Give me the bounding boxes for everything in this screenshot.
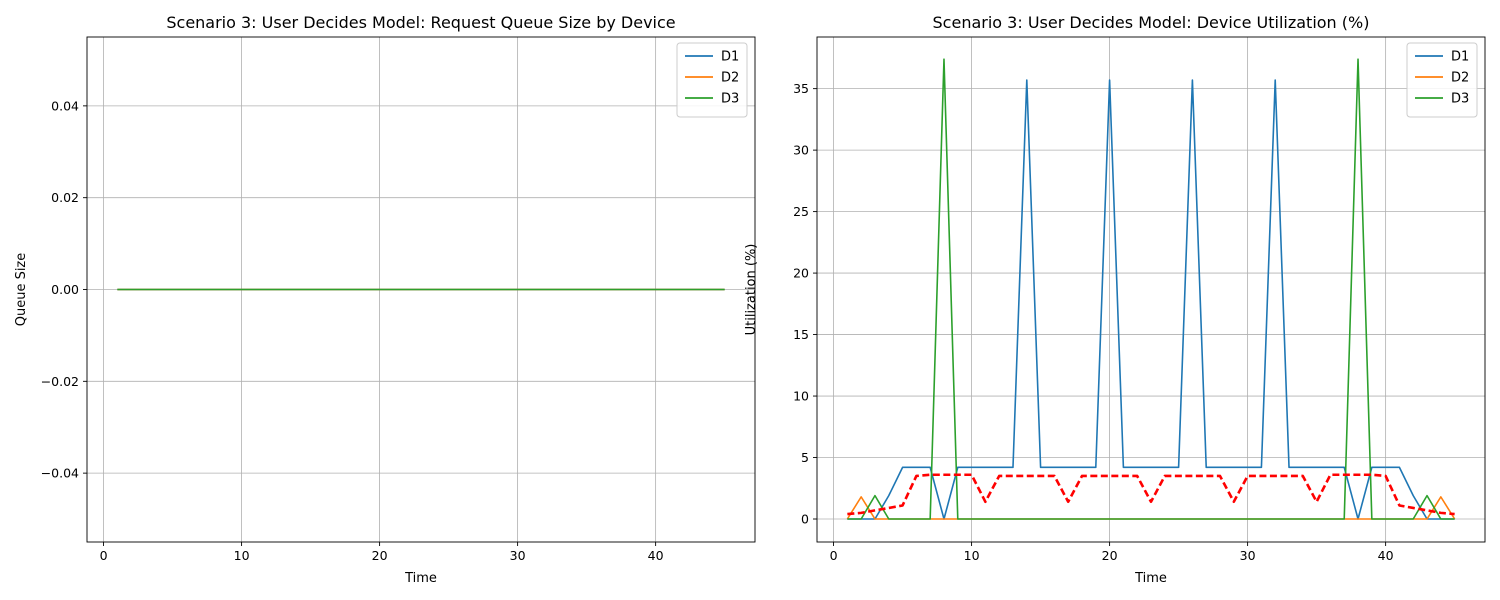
y-axis-label: Utilization (%) [744,244,759,336]
y-tick-label: 15 [793,327,809,342]
legend-label-d2: D2 [1451,71,1469,86]
x-tick-label: 0 [830,548,838,563]
series-line-d1 [847,79,1455,520]
queue-size-chart: 0 10 20 30 40 −0.04 −0.02 0.00 0.02 0.04 Scenario … [14,13,756,586]
y-axis-label: Queue Size [14,253,29,327]
y-tick-label: −0.02 [41,374,79,389]
y-tick-label: −0.04 [41,466,79,481]
y-tick-label: 0 [801,512,809,527]
y-tick-label: 20 [793,266,809,281]
x-axis-label: Time [1134,571,1167,586]
series-line-d3 [847,58,1455,520]
x-tick-label: 30 [1240,548,1256,563]
legend-label-d1: D1 [1451,50,1469,65]
series-line-dashed [847,473,1455,516]
legend-label-d1: D1 [721,50,739,65]
chart-title: Scenario 3: User Decides Model: Request … [166,13,675,32]
chart-title: Scenario 3: User Decides Model: Device U… [933,13,1370,32]
y-tick-label: 30 [793,143,809,158]
legend: D1 D2 D3 [676,42,748,118]
utilization-chart: 0 10 20 30 40 0 5 10 15 20 25 30 35 Scenario 3: User … [744,13,1486,586]
x-tick-label: 10 [234,548,250,563]
legend-label-d2: D2 [721,71,739,86]
x-tick-label: 20 [1102,548,1118,563]
legend: D1 D2 D3 [1406,42,1478,118]
x-tick-label: 0 [100,548,108,563]
plot-frame [816,36,1486,543]
x-tick-label: 10 [964,548,980,563]
y-tick-label: 10 [793,389,809,404]
y-tick-label: 0.00 [51,282,79,297]
x-axis-label: Time [404,571,437,586]
x-tick-label: 30 [510,548,526,563]
legend-label-d3: D3 [721,92,739,107]
y-tick-label: 5 [801,450,809,465]
y-tick-label: 35 [793,81,809,96]
y-tick-label: 0.02 [51,190,79,205]
y-tick-label: 25 [793,204,809,219]
y-tick-label: 0.04 [51,98,79,113]
x-tick-label: 40 [1378,548,1394,563]
x-tick-label: 20 [372,548,388,563]
legend-label-d3: D3 [1451,92,1469,107]
x-tick-label: 40 [648,548,664,563]
